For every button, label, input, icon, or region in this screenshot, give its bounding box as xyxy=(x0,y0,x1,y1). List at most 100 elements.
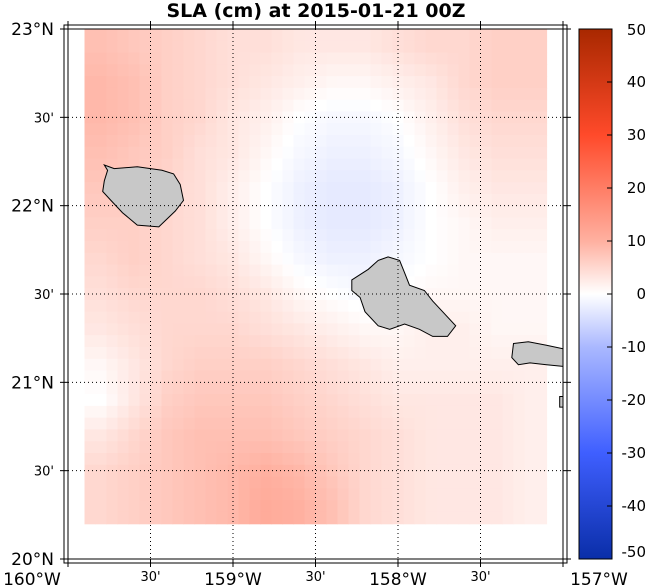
heatmap-cell xyxy=(502,40,515,54)
heatmap-cell xyxy=(425,87,438,101)
heatmap-cell xyxy=(205,500,218,513)
heatmap-cell xyxy=(359,429,372,442)
y-tick-label: 20°N xyxy=(11,550,54,570)
heatmap-cell xyxy=(480,288,493,301)
heatmap-cell xyxy=(84,241,97,254)
heatmap-cell xyxy=(205,264,218,277)
heatmap-cell xyxy=(150,335,163,348)
heatmap-cell xyxy=(381,146,394,160)
heatmap-cell xyxy=(491,335,504,348)
heatmap-cell xyxy=(216,405,229,419)
heatmap-cell xyxy=(293,323,306,336)
heatmap-cell xyxy=(106,382,119,395)
heatmap-cell xyxy=(271,370,284,383)
heatmap-cell xyxy=(227,52,240,65)
heatmap-cell xyxy=(315,241,328,254)
heatmap-cell xyxy=(128,111,141,124)
heatmap-cell xyxy=(491,476,504,489)
heatmap-cell xyxy=(513,464,526,478)
heatmap-cell xyxy=(359,135,372,148)
heatmap-cell xyxy=(183,488,196,501)
colorbar-tick-label: 20 xyxy=(627,179,646,197)
heatmap-cell xyxy=(480,476,493,489)
heatmap-cell xyxy=(436,476,449,489)
heatmap-cell xyxy=(491,252,504,266)
heatmap-cell xyxy=(293,87,306,101)
heatmap-cell xyxy=(348,193,361,207)
heatmap-cell xyxy=(348,205,361,219)
heatmap-cell xyxy=(359,476,372,489)
heatmap-cell xyxy=(392,453,405,466)
heatmap-cell xyxy=(238,182,251,195)
heatmap-cell xyxy=(458,511,471,525)
heatmap-cell xyxy=(458,370,471,383)
heatmap-cell xyxy=(216,52,229,65)
heatmap-cell xyxy=(348,217,361,230)
heatmap-cell xyxy=(172,311,185,325)
heatmap-cell xyxy=(161,335,174,348)
heatmap-cell xyxy=(326,135,339,148)
heatmap-cell xyxy=(172,52,185,65)
heatmap-cell xyxy=(513,146,526,160)
heatmap-cell xyxy=(293,358,306,372)
heatmap-cell xyxy=(194,217,207,230)
heatmap-cell xyxy=(326,417,339,431)
heatmap-cell xyxy=(392,52,405,65)
heatmap-cell xyxy=(161,429,174,442)
heatmap-cell xyxy=(326,311,339,325)
heatmap-cell xyxy=(359,217,372,230)
heatmap-cell xyxy=(414,87,427,101)
heatmap-cell xyxy=(150,229,163,242)
heatmap-cell xyxy=(84,311,97,325)
heatmap-cell xyxy=(150,264,163,277)
heatmap-cell xyxy=(513,276,526,289)
heatmap-cell xyxy=(502,252,515,266)
heatmap-cell xyxy=(106,500,119,513)
heatmap-cell xyxy=(84,370,97,383)
heatmap-cell xyxy=(491,123,504,136)
heatmap-cell xyxy=(227,382,240,395)
heatmap-cell xyxy=(183,229,196,242)
heatmap-cell xyxy=(502,417,515,431)
heatmap-cell xyxy=(260,394,273,407)
heatmap-cell xyxy=(392,370,405,383)
heatmap-cell xyxy=(205,135,218,148)
heatmap-cell xyxy=(183,135,196,148)
heatmap-cell xyxy=(304,299,317,313)
heatmap-cell xyxy=(502,182,515,195)
heatmap-cell xyxy=(84,64,97,77)
heatmap-cell xyxy=(238,429,251,442)
heatmap-cell xyxy=(447,135,460,148)
heatmap-cell xyxy=(227,158,240,171)
heatmap-cell xyxy=(315,382,328,395)
heatmap-cell xyxy=(425,76,438,89)
heatmap-cell xyxy=(282,29,295,42)
heatmap-cell xyxy=(458,52,471,65)
heatmap-cell xyxy=(425,476,438,489)
heatmap-cell xyxy=(337,87,350,101)
heatmap-cell xyxy=(238,193,251,207)
heatmap-cell xyxy=(326,370,339,383)
heatmap-cell xyxy=(205,429,218,442)
heatmap-cell xyxy=(337,394,350,407)
heatmap-cell xyxy=(117,323,130,336)
heatmap-cell xyxy=(205,405,218,419)
heatmap-cell xyxy=(524,488,537,501)
heatmap-cell xyxy=(315,264,328,277)
heatmap-cell xyxy=(117,394,130,407)
heatmap-cell xyxy=(271,182,284,195)
heatmap-cell xyxy=(150,158,163,171)
heatmap-cell xyxy=(161,453,174,466)
heatmap-cell xyxy=(139,464,152,478)
heatmap-cell xyxy=(128,264,141,277)
heatmap-cell xyxy=(458,405,471,419)
heatmap-cell xyxy=(513,429,526,442)
heatmap-cell xyxy=(282,476,295,489)
heatmap-cell xyxy=(315,323,328,336)
heatmap-cell xyxy=(293,146,306,160)
heatmap-cell xyxy=(194,453,207,466)
heatmap-cell xyxy=(150,323,163,336)
heatmap-cell xyxy=(480,241,493,254)
heatmap-cell xyxy=(293,111,306,124)
heatmap-cell xyxy=(249,394,262,407)
